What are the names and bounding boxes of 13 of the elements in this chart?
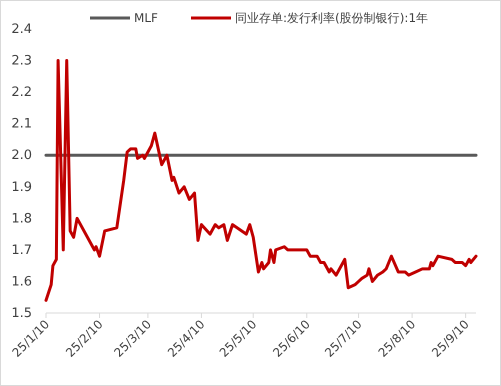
y-tick-label: 2.4 [11,22,32,37]
y-tick-label: 2.0 [11,148,32,164]
y-tick-label: 2.3 [11,54,32,69]
y-tick-label: 1.5 [11,306,32,321]
legend-label: 同业存单:发行利率(股份制银行):1年 [235,11,428,25]
line-series [44,59,478,302]
y-tick-label: 1.9 [11,180,32,195]
legend-label: MLF [134,11,158,25]
y-tick-label: 2.1 [11,116,32,132]
y-tick-label: 1.8 [11,211,32,226]
y-tick-label: 1.6 [11,274,32,290]
y-tick-label: 2.2 [11,85,32,100]
y-tick-label: 1.7 [11,242,32,258]
